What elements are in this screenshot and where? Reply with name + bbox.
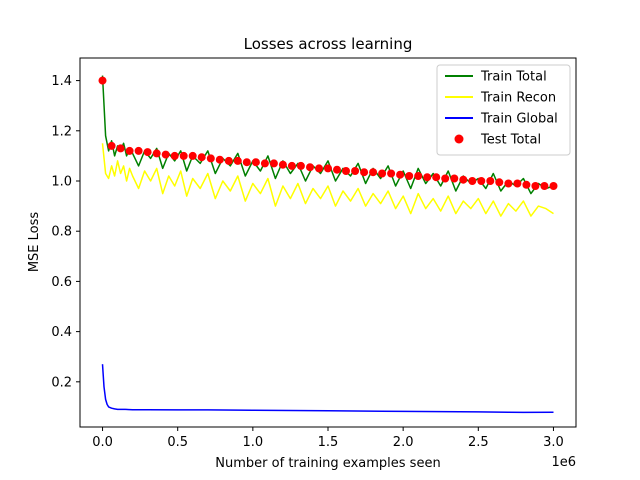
data-point-test-total — [369, 168, 378, 177]
data-point-test-total — [170, 151, 179, 160]
legend-label-test-total: Test Total — [480, 133, 541, 148]
series-line-train-global — [101, 364, 554, 414]
legend: Train Total Train Recon Train Global Test T… — [436, 64, 571, 156]
x-offset-label: 1e6 — [551, 455, 576, 470]
data-point-test-total — [477, 177, 486, 185]
data-point-test-total — [242, 158, 251, 167]
data-point-test-total — [233, 156, 242, 165]
data-point-test-total — [342, 167, 350, 175]
y-tick-label: 1.2 — [51, 124, 72, 139]
data-point-test-total — [423, 173, 432, 182]
data-point-test-total — [107, 141, 116, 150]
legend-swatch-test-total — [454, 134, 464, 144]
plot-area — [98, 75, 558, 414]
data-point-test-total — [540, 182, 549, 190]
data-point-test-total — [161, 150, 170, 159]
legend-label-train-recon: Train Recon — [480, 91, 556, 106]
data-point-test-total — [432, 173, 441, 182]
y-tick-label: 1.4 — [51, 74, 72, 89]
data-point-test-total — [504, 179, 513, 188]
data-point-test-total — [531, 182, 540, 190]
data-point-test-total — [224, 156, 233, 165]
y-tick-label: 0.8 — [51, 225, 72, 240]
data-point-test-total — [179, 151, 188, 160]
data-point-test-total — [306, 163, 314, 172]
y-tick-label: 0.2 — [51, 375, 72, 390]
y-tick-label: 0.6 — [51, 275, 72, 290]
data-point-test-total — [269, 159, 278, 168]
legend-label-train-global: Train Global — [480, 112, 558, 127]
data-point-test-total — [486, 177, 495, 185]
data-point-test-total — [125, 146, 134, 155]
x-axis: 0.0 0.5 1.0 1.5 2.0 2.5 3.0 — [92, 427, 564, 450]
data-point-test-total — [495, 178, 504, 187]
data-point-test-total — [206, 154, 215, 163]
data-point-test-total — [98, 76, 107, 85]
data-point-test-total — [143, 148, 152, 157]
data-point-test-total — [387, 169, 396, 178]
data-point-test-total — [287, 161, 296, 170]
data-point-test-total — [513, 179, 522, 188]
x-tick-label: 1.5 — [318, 435, 339, 450]
data-point-test-total — [450, 174, 459, 183]
data-point-test-total — [522, 180, 531, 189]
data-point-test-total — [333, 165, 341, 174]
data-point-test-total — [188, 151, 197, 160]
chart-title: Losses across learning — [244, 35, 413, 53]
data-point-test-total — [459, 175, 468, 184]
y-axis-title: MSE Loss — [27, 212, 42, 273]
data-point-test-total — [351, 167, 360, 175]
data-point-test-total — [296, 161, 305, 170]
x-tick-label: 2.5 — [468, 435, 489, 450]
x-tick-label: 1.0 — [243, 435, 264, 450]
data-point-test-total — [396, 170, 405, 179]
data-point-test-total — [441, 174, 450, 183]
data-point-test-total — [549, 182, 558, 190]
y-tick-label: 1.0 — [51, 175, 72, 190]
data-point-test-total — [378, 169, 387, 178]
legend-box — [436, 64, 571, 156]
legend-label-train-total: Train Total — [480, 70, 547, 85]
y-axis: 0.2 0.4 0.6 0.8 1.0 1.2 1.4 — [51, 74, 80, 390]
data-point-test-total — [251, 158, 260, 167]
series-line-train-recon — [101, 143, 554, 217]
x-tick-label: 2.0 — [393, 435, 414, 450]
data-point-test-total — [152, 149, 161, 158]
data-point-test-total — [468, 177, 477, 185]
data-point-test-total — [315, 164, 323, 173]
y-tick-label: 0.4 — [51, 325, 72, 340]
data-point-test-total — [324, 164, 332, 173]
data-point-test-total — [116, 144, 125, 153]
data-point-test-total — [260, 159, 269, 168]
data-point-test-total — [414, 172, 423, 180]
x-tick-label: 0.5 — [167, 435, 188, 450]
data-point-test-total — [197, 153, 206, 162]
data-point-test-total — [278, 160, 287, 169]
data-point-test-total — [360, 168, 369, 177]
x-axis-title: Number of training examples seen — [215, 456, 440, 471]
x-tick-label: 0.0 — [92, 435, 113, 450]
data-point-test-total — [405, 172, 414, 180]
x-tick-label: 3.0 — [543, 435, 564, 450]
data-point-test-total — [215, 155, 224, 164]
data-point-test-total — [134, 146, 143, 155]
